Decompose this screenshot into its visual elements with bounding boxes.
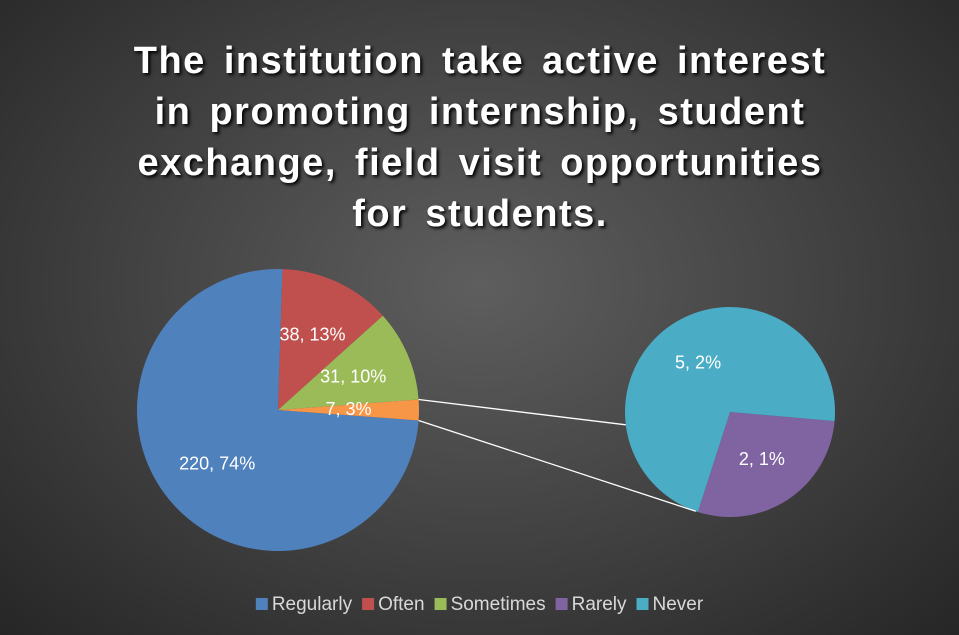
legend-label: Often xyxy=(378,594,424,615)
legend-swatch xyxy=(555,598,568,610)
chart-title: The institution take active interest in … xyxy=(133,40,827,235)
data-label: 7, 3% xyxy=(325,399,371,419)
data-label: 2, 1% xyxy=(739,449,785,469)
connector xyxy=(418,398,626,426)
data-label: 220, 74% xyxy=(179,453,255,473)
pie-slice xyxy=(136,269,419,551)
legend-label: Never xyxy=(653,594,704,615)
legend-swatch xyxy=(255,598,268,610)
pie-slice-other xyxy=(278,399,419,421)
data-label: 31, 10% xyxy=(320,367,386,387)
legend-label: Sometimes xyxy=(451,594,546,615)
data-label: 5, 2% xyxy=(675,353,721,373)
data-label: 38, 13% xyxy=(279,325,345,345)
pie-slice xyxy=(278,315,419,410)
pie-slice xyxy=(278,269,383,410)
pie-slice xyxy=(625,306,836,512)
connector xyxy=(418,419,697,512)
legend-label: Regularly xyxy=(272,594,353,615)
pie-slice xyxy=(697,412,835,517)
legend-swatch xyxy=(362,598,375,610)
legend-swatch xyxy=(636,598,649,610)
legend: Regularly Often Sometimes Rarely Never xyxy=(255,594,704,615)
legend-swatch xyxy=(434,598,447,610)
legend-label: Rarely xyxy=(572,594,627,615)
